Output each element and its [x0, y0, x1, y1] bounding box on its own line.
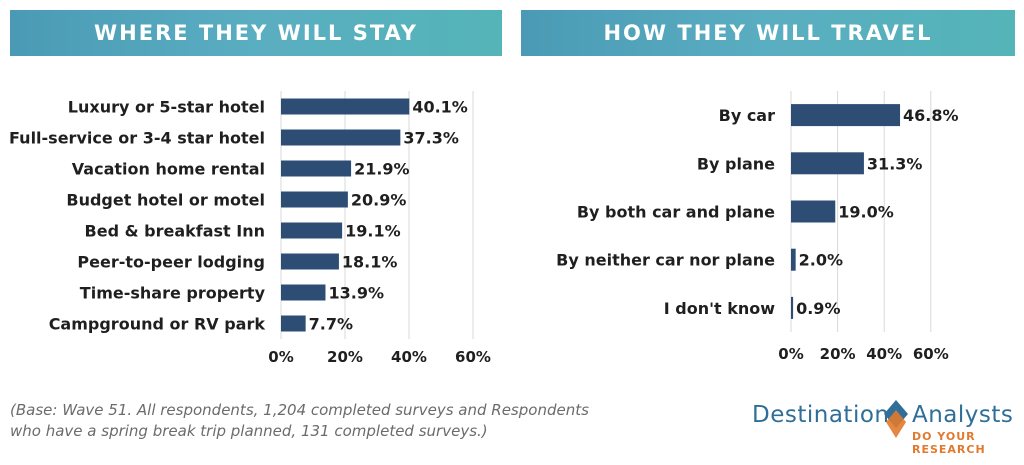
- stay-bar: [281, 253, 339, 270]
- stay-value-label: 13.9%: [328, 284, 384, 303]
- stay-value-label: 40.1%: [412, 98, 468, 117]
- stay-category-label: Bed & breakfast Inn: [85, 222, 265, 241]
- travel-bar: [791, 152, 864, 175]
- stay-value-label: 7.7%: [309, 315, 353, 334]
- stay-bar: [281, 315, 306, 332]
- travel-bar: [791, 296, 794, 319]
- stay-chart-title: WHERE THEY WILL STAY: [10, 10, 502, 56]
- stay-category-label: Full-service or 3-4 star hotel: [9, 129, 265, 148]
- stay-bar: [281, 222, 343, 239]
- footnote-line-2: who have a spring break trip planned, 13…: [10, 422, 488, 440]
- logo-word-analysts: Analysts: [912, 402, 1014, 428]
- logo-tagline: DO YOUR RESEARCH: [912, 430, 986, 456]
- stay-x-tick-label: 0%: [268, 348, 293, 366]
- travel-x-tick-label: 0%: [778, 345, 803, 363]
- logo-word-destination: Destination: [752, 402, 890, 428]
- travel-category-label: By plane: [697, 154, 775, 173]
- travel-category-label: By both car and plane: [577, 203, 775, 222]
- stay-category-label: Peer-to-peer lodging: [77, 253, 265, 272]
- destination-analysts-logo: Destination Analysts DO YOUR RESEARCH: [752, 398, 1020, 456]
- stay-value-label: 37.3%: [403, 129, 459, 148]
- travel-category-label: I don't know: [664, 299, 776, 318]
- stay-category-label: Vacation home rental: [72, 160, 265, 179]
- stay-x-tick-label: 40%: [391, 348, 427, 366]
- stay-bar: [281, 129, 401, 146]
- stay-category-label: Time-share property: [80, 284, 266, 303]
- travel-bar: [791, 248, 796, 271]
- stay-category-label: Budget hotel or motel: [66, 191, 265, 210]
- travel-category-label: By neither car nor plane: [556, 251, 775, 270]
- stay-value-label: 18.1%: [342, 253, 398, 272]
- stay-bar: [281, 160, 352, 177]
- stay-value-label: 19.1%: [345, 222, 401, 241]
- stay-value-label: 20.9%: [351, 191, 407, 210]
- stay-x-tick-label: 20%: [327, 348, 363, 366]
- travel-bar: [791, 200, 836, 223]
- stay-value-label: 21.9%: [354, 160, 410, 179]
- travel-value-label: 0.9%: [796, 299, 840, 318]
- travel-value-label: 2.0%: [799, 251, 843, 270]
- travel-chart-title: HOW THEY WILL TRAVEL: [521, 10, 1015, 56]
- stay-category-label: Luxury or 5-star hotel: [68, 98, 265, 117]
- travel-x-tick-label: 60%: [913, 345, 949, 363]
- travel-value-label: 31.3%: [867, 154, 923, 173]
- charts-canvas: 0% 20% 40% 60% Luxury or 5-star hotel 40.1% Fu…: [9, 91, 959, 366]
- travel-bar: [791, 104, 901, 127]
- travel-x-tick-label: 20%: [820, 345, 856, 363]
- stay-category-label: Campground or RV park: [49, 315, 266, 334]
- stay-x-tick-label: 60%: [455, 348, 491, 366]
- travel-value-label: 46.8%: [903, 106, 959, 125]
- footnote: (Base: Wave 51. All respondents, 1,204 c…: [10, 400, 700, 442]
- footnote-line-1: (Base: Wave 51. All respondents, 1,204 c…: [10, 401, 589, 419]
- travel-value-label: 19.0%: [838, 203, 894, 222]
- stay-bar: [281, 98, 410, 115]
- stay-bar: [281, 191, 348, 208]
- travel-category-label: By car: [719, 106, 775, 125]
- logo-diamond-icon: [884, 400, 908, 438]
- stay-bar: [281, 284, 326, 301]
- travel-x-tick-label: 40%: [866, 345, 902, 363]
